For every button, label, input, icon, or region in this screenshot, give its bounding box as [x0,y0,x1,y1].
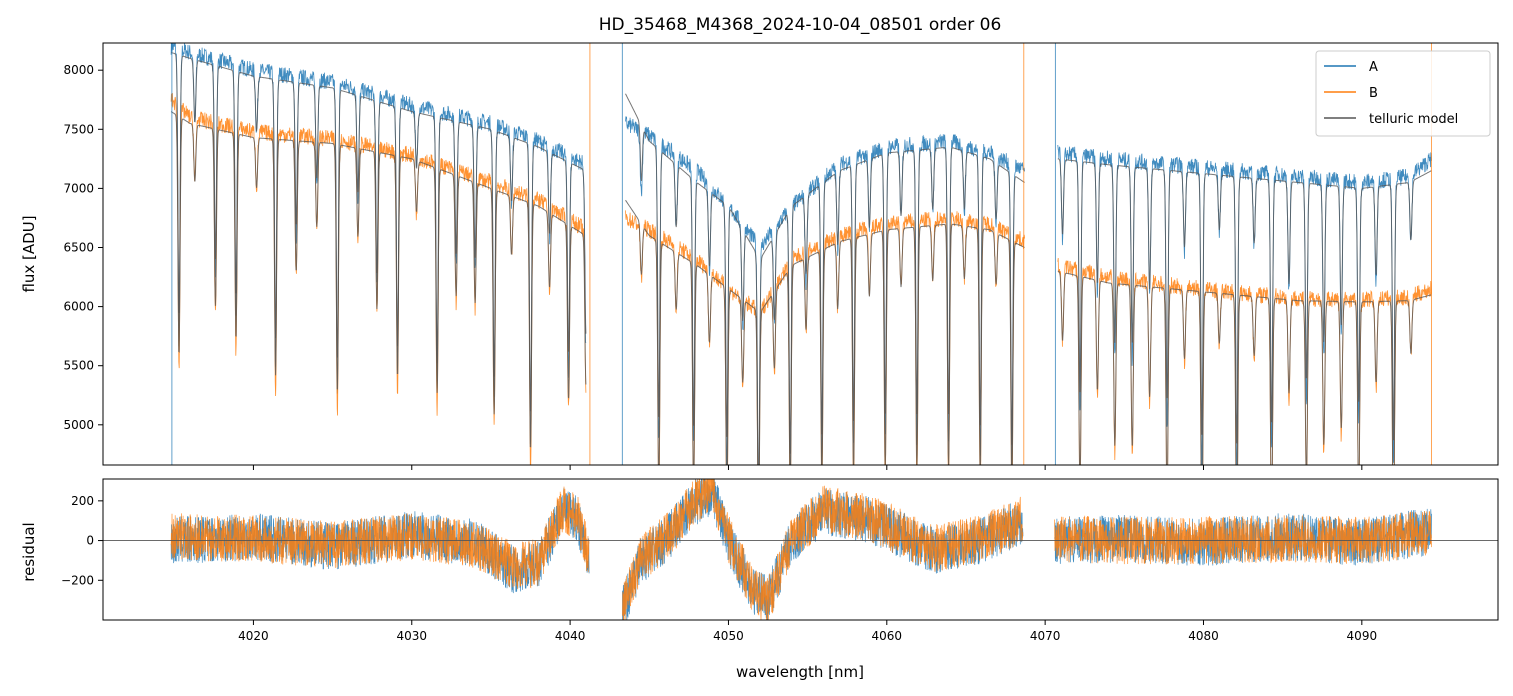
residual-axes-frame [102,478,1499,621]
residual-y-tick-label--200: −200 [61,573,94,587]
x-tick-label-4040: 4040 [555,629,586,643]
flux-y-tick-label-7500: 7500 [63,122,94,136]
series-b-segment-3 [1057,257,1432,465]
series-telluric-model-segment-6 [1057,270,1432,465]
residual-y-ticks: −200 0 200 [61,494,103,587]
x-tick-label-4070: 4070 [1030,629,1061,643]
series-a-segment-3 [1057,144,1432,465]
legend-frame [1315,50,1491,137]
x-tick-label-4090: 4090 [1347,629,1378,643]
x-tick-label-4050: 4050 [713,629,744,643]
flux-y-ticks: 5000 5500 6000 6500 7000 7500 8000 [63,63,103,432]
x-axis-label: wavelength [nm] [736,663,864,681]
x-tick-label-4030: 4030 [396,629,427,643]
residual-b-segment-3 [1054,510,1432,565]
x-tick-label-4080: 4080 [1188,629,1219,643]
legend: A B telluric model [1315,50,1491,137]
series-telluric-model-segment-2 [625,93,1025,465]
legend-label-a: A [1369,60,1378,75]
series-telluric-model-segment-5 [625,199,1025,465]
flux-x-ticks [252,465,1363,470]
flux-y-axis-label: flux [ADU] [20,215,38,292]
flux-plot-area [170,43,1432,465]
flux-y-tick-label-5500: 5500 [63,359,94,373]
series-telluric-model-segment-4 [170,111,587,448]
residual-b-segment-2 [622,479,1024,620]
flux-y-tick-label-6500: 6500 [63,240,94,254]
flux-y-tick-label-8000: 8000 [63,63,94,77]
residual-y-tick-label-0: 0 [86,534,94,548]
series-telluric-model-segment-3 [1057,158,1432,444]
flux-axes-frame [102,42,1499,466]
residual-b-segment-1 [170,486,590,590]
residual-y-tick-label-200: 200 [71,494,94,508]
chart-title: HD_35468_M4368_2024-10-04_08501 order 06 [599,15,1002,35]
x-tick-label-4060: 4060 [872,629,903,643]
flux-y-tick-label-6000: 6000 [63,300,94,314]
flux-y-tick-label-5000: 5000 [63,418,94,432]
residual-plot-area [103,479,1498,620]
x-tick-label-4020: 4020 [238,629,269,643]
legend-label-telluric-model: telluric model [1369,112,1458,127]
legend-label-b: B [1369,86,1378,101]
residual-x-ticks: 4020 4030 4040 4050 4060 4070 4080 4090 [238,620,1377,643]
flux-y-tick-label-7000: 7000 [63,181,94,195]
residual-y-axis-label: residual [20,522,38,581]
residual-panel: −200 0 200 4020 4030 4040 4050 4060 4070 4080 409… [20,478,1499,681]
series-telluric-model-segment-1 [170,52,587,412]
